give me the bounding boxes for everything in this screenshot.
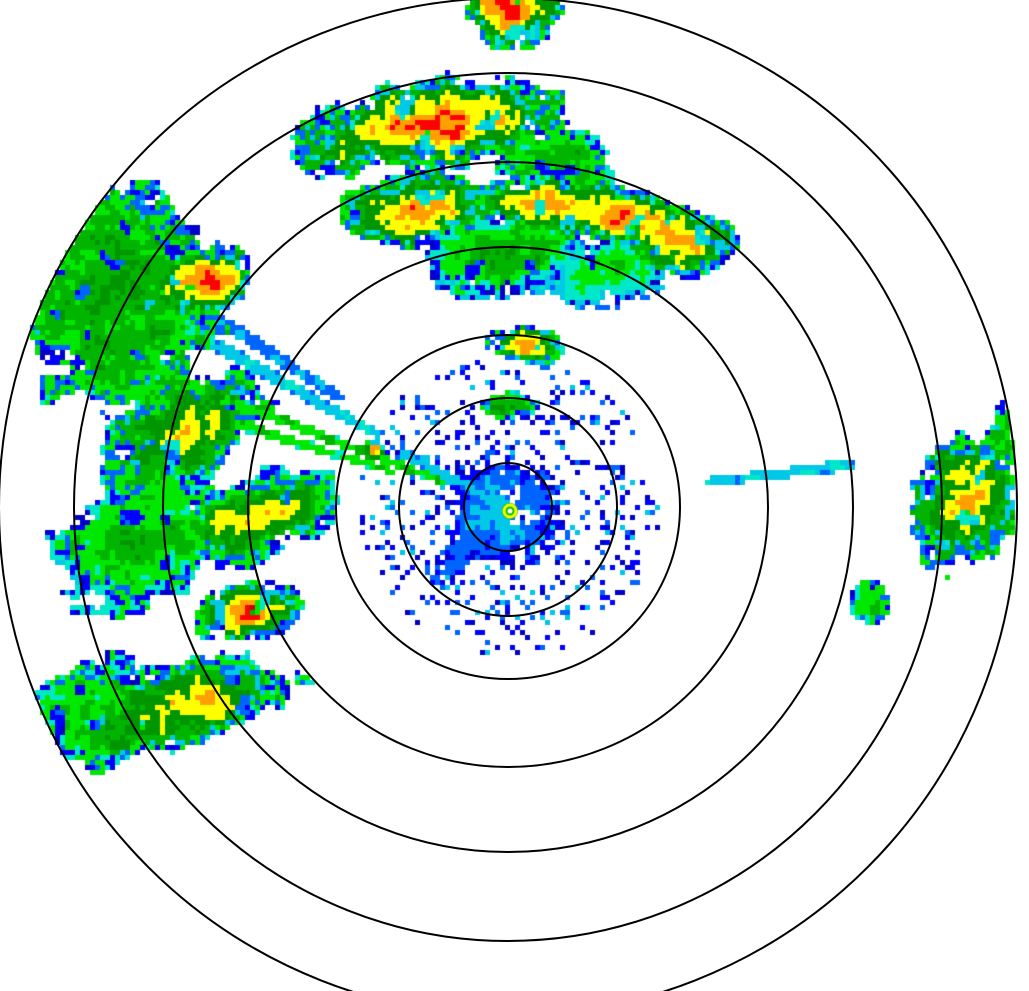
radar-reflectivity-canvas[interactable] (0, 0, 1029, 991)
radar-display[interactable]: Weather Radar Reflectivity PPI Base Refl… (0, 0, 1029, 991)
